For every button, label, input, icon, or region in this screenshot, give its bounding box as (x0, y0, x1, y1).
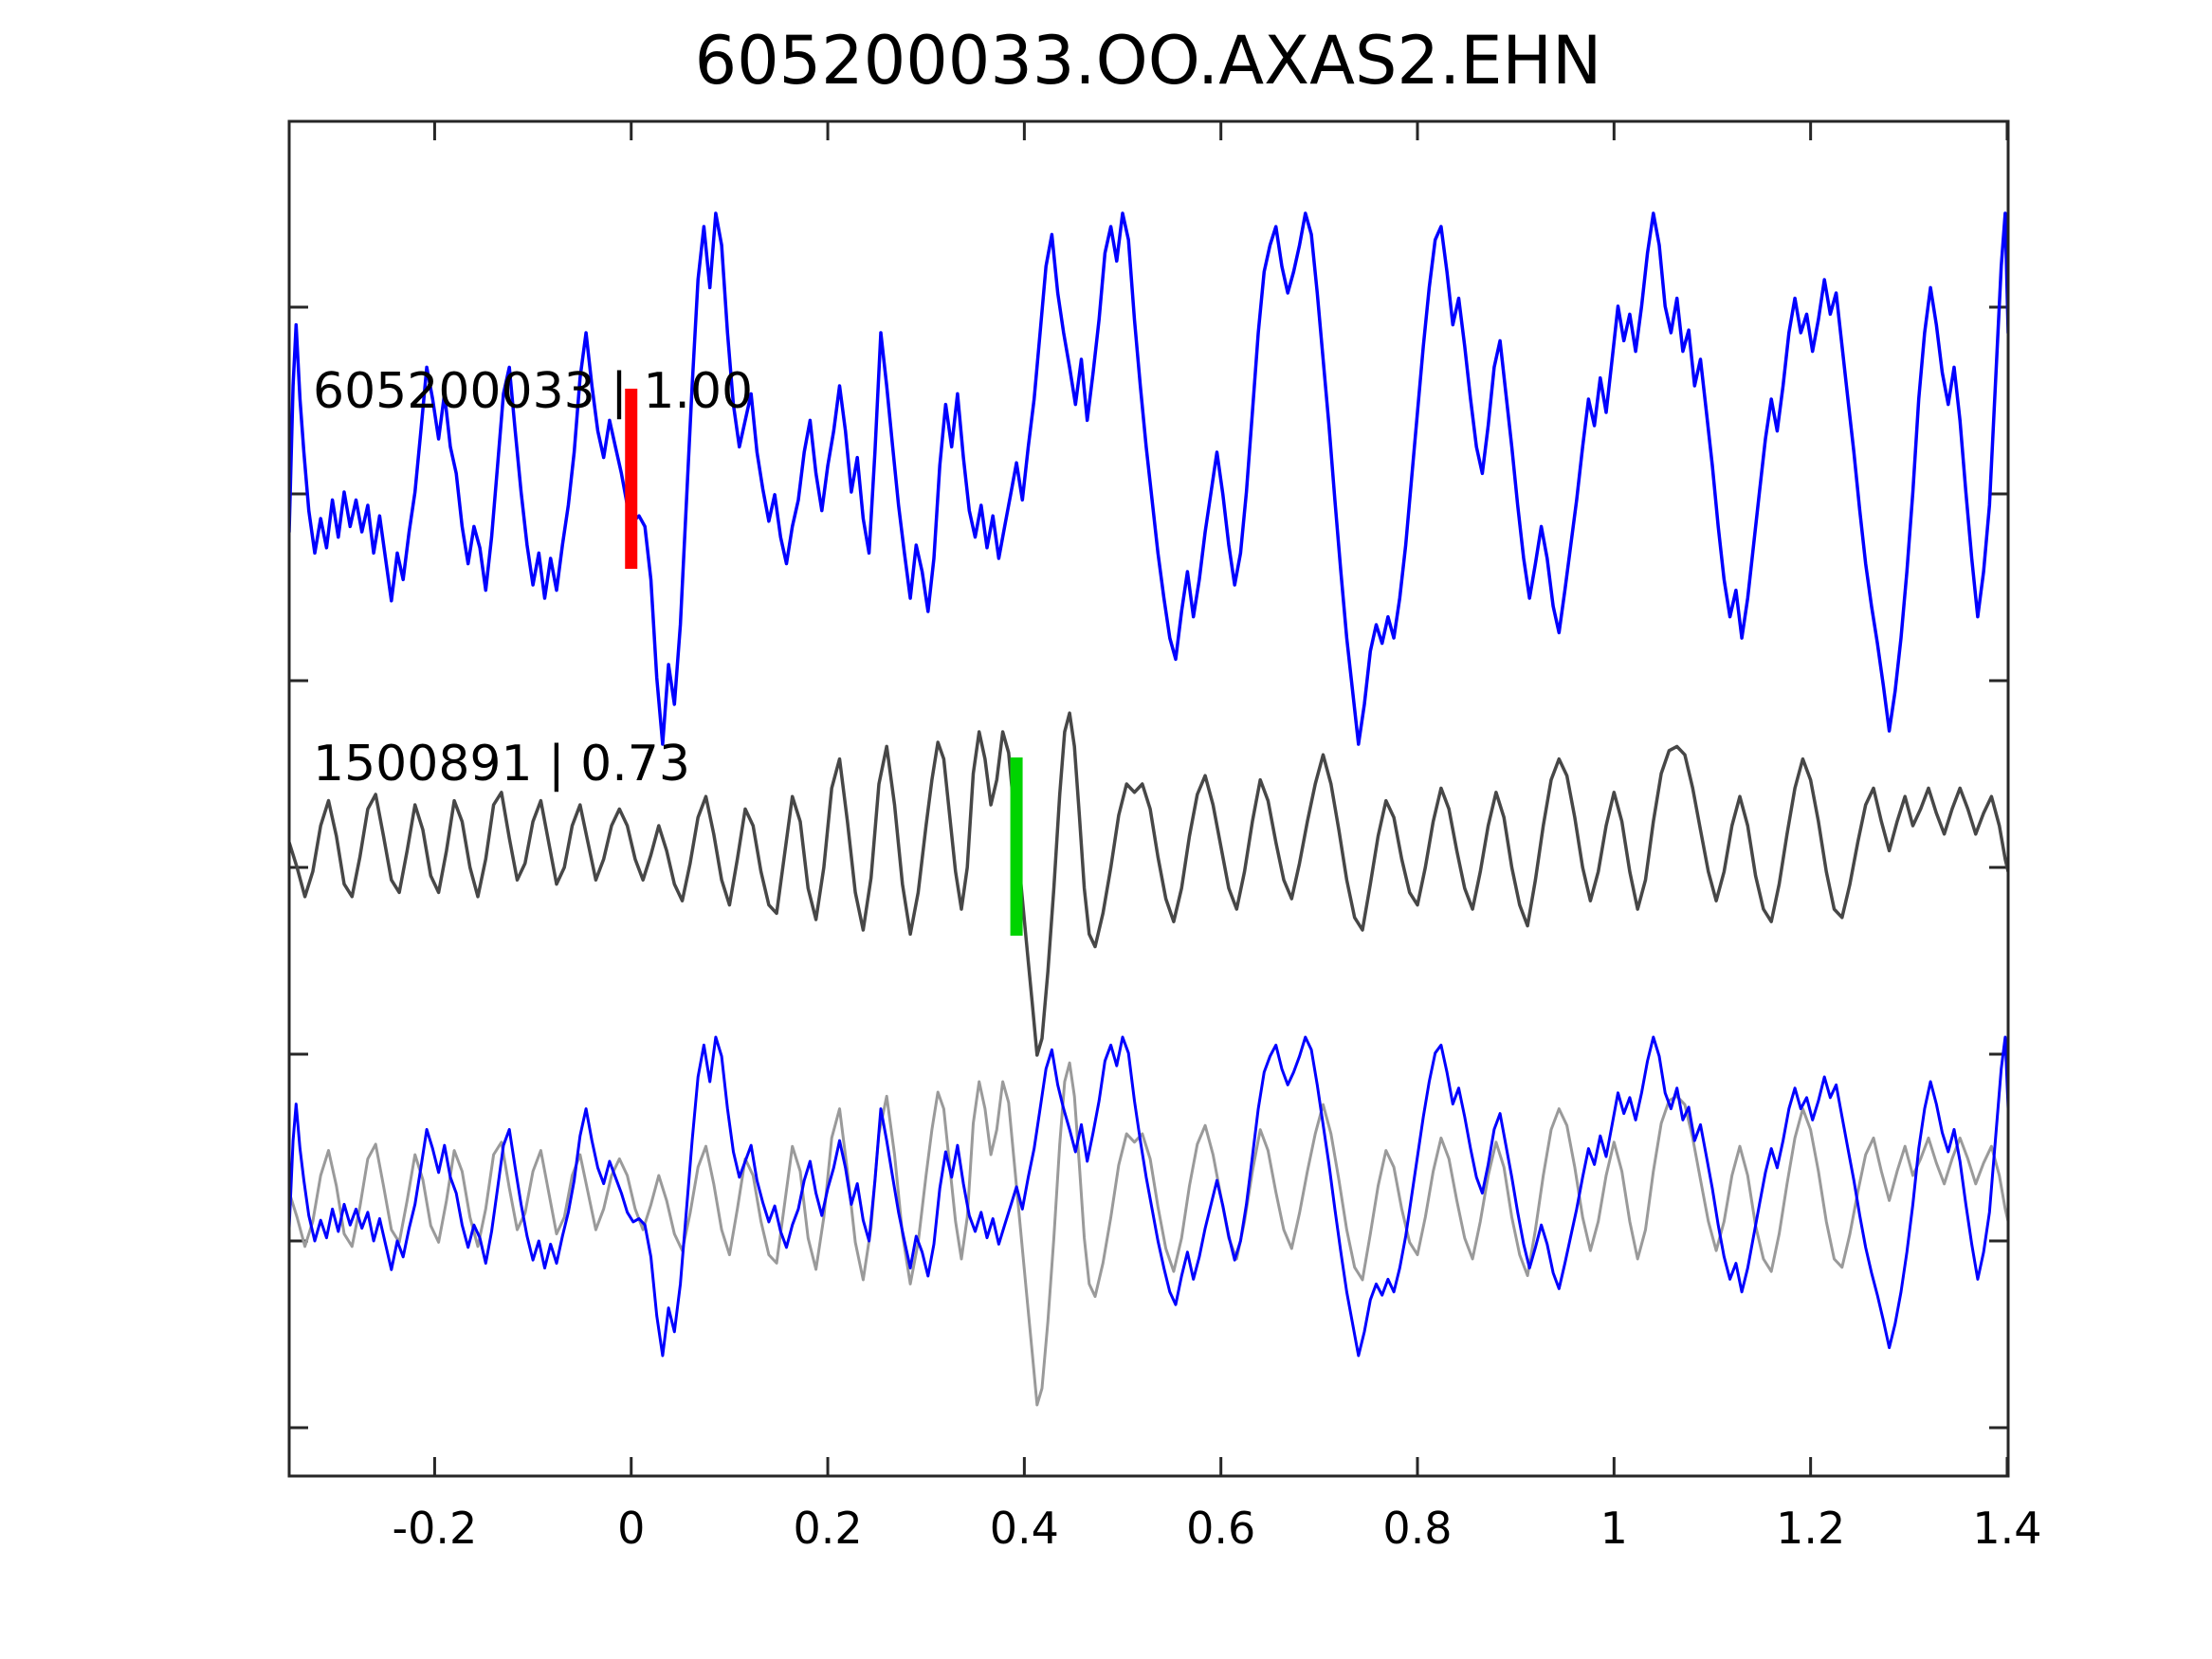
template-trace-label: 1500891 | 0.73 (313, 736, 690, 793)
green-pick-marker (1010, 757, 1023, 936)
pick-markers (625, 389, 1023, 936)
x-tick-label: 1 (1600, 1503, 1628, 1554)
figure-title: 605200033.OO.AXAS2.EHN (695, 22, 1602, 100)
waveform-traces (289, 211, 2008, 1407)
x-tick-label: 0.2 (793, 1503, 862, 1554)
x-tick-label: 1.2 (1776, 1503, 1845, 1554)
x-tick-label: 0 (617, 1503, 645, 1554)
detection-trace-label: 605200033 | 1.00 (313, 363, 753, 420)
axes-frame (287, 119, 2010, 1478)
x-tick-label: 0.6 (1186, 1503, 1255, 1554)
waveform-detection-trace-detection (289, 211, 2008, 746)
waveform-overlay-trace-detection (289, 1035, 2008, 1358)
x-tick-label: -0.2 (393, 1503, 478, 1554)
waveform-template-trace-template (289, 711, 2008, 1057)
x-tick-label: 1.4 (1972, 1503, 2041, 1554)
waveform-overlay-trace-template (289, 1061, 2008, 1407)
x-tick-label: 0.4 (990, 1503, 1059, 1554)
x-tick-labels: -0.2 0 0.2 0.4 0.6 0.8 1 1.2 1.4 (393, 1503, 2042, 1554)
red-pick-marker (625, 389, 638, 569)
x-tick-label: 0.8 (1382, 1503, 1452, 1554)
